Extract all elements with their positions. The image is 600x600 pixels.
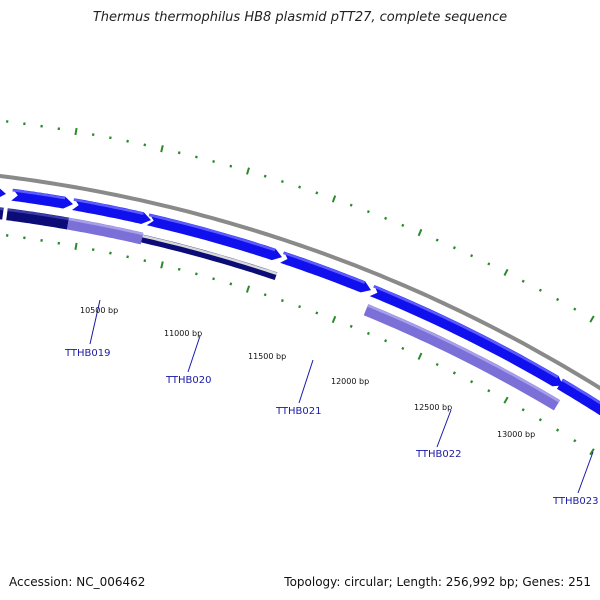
inner-minor-tick: [555, 428, 560, 432]
inner-minor-tick: [470, 380, 474, 384]
accession-label: Accession: NC_006462: [9, 575, 146, 589]
inner-minor-tick: [315, 311, 319, 315]
gene-label-line-2: [187, 335, 201, 373]
outer-minor-tick: [143, 143, 147, 147]
outer-minor-tick: [315, 191, 319, 195]
inner-minor-tick: [538, 418, 542, 422]
gene-label-tthb021[interactable]: TTHB021: [275, 406, 322, 417]
inner-minor-tick: [109, 251, 112, 255]
outer-minor-tick: [470, 254, 474, 258]
gene-block-reverse-5[interactable]: [363, 304, 561, 411]
backbone-layer: [0, 173, 600, 391]
outer-minor-tick: [573, 307, 577, 311]
gene-block-forward-1[interactable]: [0, 185, 6, 199]
outer-minor-tick: [126, 139, 129, 143]
gene-block-forward-5[interactable]: [280, 251, 371, 293]
outer-minor-tick: [452, 246, 456, 250]
scale-label-12000: 12000 bp: [331, 377, 369, 386]
genes-layer: [0, 185, 600, 427]
inner-minor-tick: [298, 305, 302, 309]
inner-minor-tick: [126, 255, 129, 259]
outer-minor-tick: [349, 203, 353, 207]
gene-block-reverse-1[interactable]: [0, 205, 4, 220]
outer-major-tick: [331, 195, 337, 203]
inner-minor-tick: [366, 331, 370, 336]
scale-label-13000: 13000 bp: [497, 430, 535, 439]
gene-labels: TTHB019 TTHB020 TTHB021 TTHB022 TTHB023: [64, 348, 599, 507]
scale-label-11000: 11000 bp: [164, 329, 202, 338]
outer-major-tick: [160, 145, 164, 153]
inner-minor-tick: [195, 272, 198, 276]
topology-label: Topology: circular; Length: 256,992 bp; …: [284, 575, 591, 589]
inner-minor-tick: [349, 324, 353, 328]
inner-major-tick: [160, 261, 164, 269]
gene-label-line-5: [577, 451, 594, 494]
gene-label-tthb023[interactable]: TTHB023: [552, 496, 599, 507]
outer-major-tick: [589, 315, 595, 323]
outer-minor-tick: [435, 238, 439, 242]
outer-major-tick: [503, 268, 509, 276]
outer-major-tick: [246, 167, 250, 175]
gene-label-tthb019[interactable]: TTHB019: [64, 348, 111, 359]
map-title: Thermus thermophilus HB8 plasmid pTT27, …: [92, 10, 508, 25]
inner-minor-tick: [573, 439, 577, 443]
outer-minor-tick: [384, 216, 388, 220]
gene-block-reverse-2[interactable]: [6, 208, 69, 230]
outer-major-tick: [417, 228, 423, 237]
outer-minor-tick: [263, 174, 267, 178]
outer-minor-tick: [212, 160, 215, 163]
gene-block-forward-6[interactable]: [369, 285, 563, 387]
outer-minor-tick: [298, 185, 302, 189]
inner-minor-tick: [384, 339, 388, 343]
inner-minor-tick: [263, 293, 267, 297]
inner-major-tick: [589, 448, 595, 456]
gene-block-reverse-3[interactable]: [67, 217, 144, 245]
inner-minor-tick: [521, 408, 525, 412]
gene-label-lines: [89, 299, 594, 494]
outer-minor-tick: [280, 180, 284, 184]
inner-major-tick: [417, 352, 423, 360]
inner-minor-tick: [143, 259, 147, 263]
inner-major-tick: [245, 285, 251, 293]
inner-major-tick: [503, 396, 509, 404]
gene-block-forward-7[interactable]: [557, 378, 600, 427]
inner-minor-tick: [435, 362, 439, 367]
outer-minor-tick: [538, 288, 542, 292]
gene-block-forward-3[interactable]: [72, 198, 151, 224]
inner-major-tick: [331, 315, 337, 324]
inner-minor-tick: [280, 299, 284, 303]
gene-block-forward-2[interactable]: [11, 188, 73, 209]
gene-label-line-1: [89, 299, 101, 345]
outer-minor-tick: [229, 164, 233, 168]
scale-labels: 10500 bp 11000 bp 11500 bp 12000 bp 1250…: [80, 306, 535, 439]
scale-label-12500: 12500 bp: [414, 403, 452, 412]
gene-block-reverse-4[interactable]: [141, 234, 278, 280]
outer-minor-tick: [366, 210, 370, 214]
outer-minor-tick: [401, 223, 405, 227]
gene-label-tthb022[interactable]: TTHB022: [415, 449, 462, 460]
gene-label-line-4: [436, 409, 452, 448]
gene-label-tthb020[interactable]: TTHB020: [165, 375, 212, 386]
inner-minor-tick: [229, 282, 233, 286]
scale-label-11500: 11500 bp: [248, 352, 286, 361]
inner-minor-tick: [452, 371, 456, 375]
outer-minor-tick: [487, 262, 491, 266]
inner-minor-tick: [212, 277, 215, 281]
outer-minor-tick: [195, 155, 198, 159]
inner-minor-tick: [177, 267, 181, 271]
backbone-arc: [0, 173, 600, 391]
gene-label-line-3: [298, 359, 314, 404]
inner-minor-tick: [401, 346, 405, 350]
outer-tick-ring: [5, 120, 595, 323]
inner-minor-tick: [487, 389, 491, 393]
outer-minor-tick: [556, 297, 560, 302]
inner-tick-ring: [5, 234, 595, 456]
inner-major-tick: [74, 242, 78, 250]
outer-major-tick: [74, 127, 78, 136]
gene-block-forward-4[interactable]: [146, 213, 282, 261]
outer-minor-tick: [521, 279, 525, 283]
scale-label-10500: 10500 bp: [80, 306, 118, 315]
outer-minor-tick: [177, 151, 181, 155]
